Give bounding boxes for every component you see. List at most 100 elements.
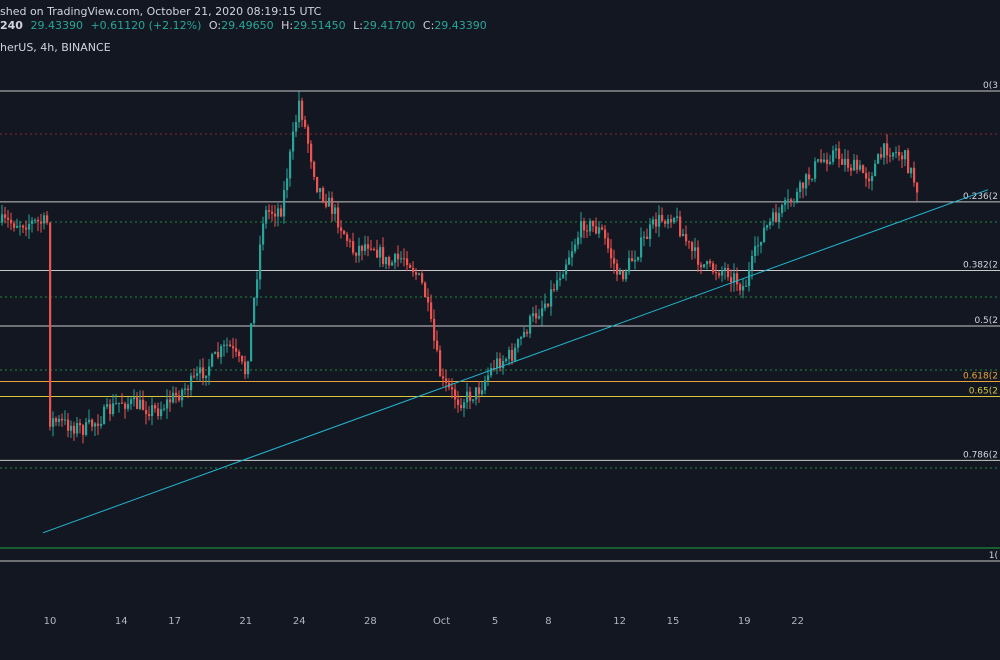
candle-body [511, 349, 514, 361]
candle-body [61, 418, 64, 421]
candle-body [286, 178, 289, 191]
candle-body [889, 155, 892, 157]
candle-body [4, 214, 7, 218]
candle-body [391, 262, 394, 266]
x-tick-label-3: 21 [239, 616, 252, 627]
candle-body [220, 346, 223, 358]
candle-body [313, 161, 316, 177]
candle-body [136, 397, 139, 409]
candle-body [628, 258, 631, 272]
candle-body [778, 213, 781, 223]
published-note: shed on TradingView.com, October 21, 202… [0, 5, 322, 18]
candle-body [58, 418, 61, 422]
candle-body [16, 226, 19, 228]
ascending-trendline[interactable] [42, 189, 989, 534]
candle-body [508, 349, 511, 359]
candle-body [541, 308, 544, 317]
candle-body [574, 244, 577, 252]
candle-body [295, 122, 298, 132]
candle-body [790, 199, 793, 203]
candle-body [184, 388, 187, 390]
candle-body [805, 174, 808, 189]
candle-body [10, 219, 13, 224]
candle-body [694, 247, 697, 252]
candle-body [187, 388, 190, 391]
candle-body [469, 391, 472, 401]
candle-body [355, 252, 358, 256]
candle-body [565, 264, 568, 275]
fib-label-0: 0(3 [983, 81, 998, 91]
candle-body [400, 258, 403, 260]
candle-body [367, 244, 370, 249]
candle-body [520, 337, 523, 339]
candle-body [121, 402, 124, 404]
candle-body [667, 219, 670, 224]
candle-body [490, 368, 493, 376]
candle-body [895, 151, 898, 153]
candle-body [601, 227, 604, 230]
candle-body [553, 289, 556, 291]
candle-body [760, 242, 763, 246]
candle-body [301, 100, 304, 120]
candle-body [403, 258, 406, 260]
candle-body [616, 263, 619, 275]
candle-body [277, 208, 280, 217]
candle-body [697, 247, 700, 265]
candle-body [283, 190, 286, 217]
candle-body [247, 361, 250, 375]
candle-body [412, 267, 415, 273]
candle-body [28, 223, 31, 230]
candle-body [316, 176, 319, 192]
candle-body [31, 220, 34, 224]
candle-body [7, 217, 10, 220]
candle-body [634, 259, 637, 262]
candle-body [457, 399, 460, 405]
candle-body [244, 361, 247, 375]
candle-body [661, 214, 664, 221]
fib-label-6: 0.786(2 [963, 450, 998, 460]
candle-body [145, 410, 148, 415]
x-tick-label-9: 12 [613, 616, 626, 627]
candle-body [640, 237, 643, 258]
candle-body [745, 285, 748, 287]
candle-body [529, 316, 532, 334]
candle-body [781, 204, 784, 214]
candle-body [379, 247, 382, 258]
candle-body [124, 403, 127, 409]
candle-body [109, 404, 112, 415]
x-tick-label-5: 28 [364, 616, 377, 627]
candle-body [835, 148, 838, 151]
candle-body [796, 191, 799, 202]
candle-body [868, 178, 871, 182]
candle-body [757, 245, 760, 247]
candle-body [439, 350, 442, 377]
candle-body [97, 423, 100, 426]
candle-body [568, 257, 571, 265]
candle-body [208, 366, 211, 376]
candle-body [649, 224, 652, 240]
candle-body [232, 346, 235, 349]
x-tick-label-11: 19 [738, 616, 751, 627]
candle-body [460, 404, 463, 409]
candle-body [454, 389, 457, 400]
candle-body [721, 270, 724, 276]
candle-body [1, 214, 4, 223]
candle-body [502, 361, 505, 369]
candle-body [856, 159, 859, 170]
candle-body [430, 302, 433, 319]
trendline-layer[interactable] [42, 189, 989, 534]
candle-body [658, 214, 661, 227]
candle-body [199, 367, 202, 374]
candle-body [394, 253, 397, 263]
candle-body [349, 240, 352, 242]
chart-static-lines [0, 133, 1000, 549]
x-tick-label-8: 8 [545, 616, 551, 627]
candle-body [376, 249, 379, 258]
candle-body [346, 234, 349, 241]
candle-body [148, 414, 151, 417]
candle-body [373, 248, 376, 250]
candle-body [340, 227, 343, 231]
candle-body [904, 150, 907, 160]
x-tick-label-7: 5 [492, 616, 498, 627]
